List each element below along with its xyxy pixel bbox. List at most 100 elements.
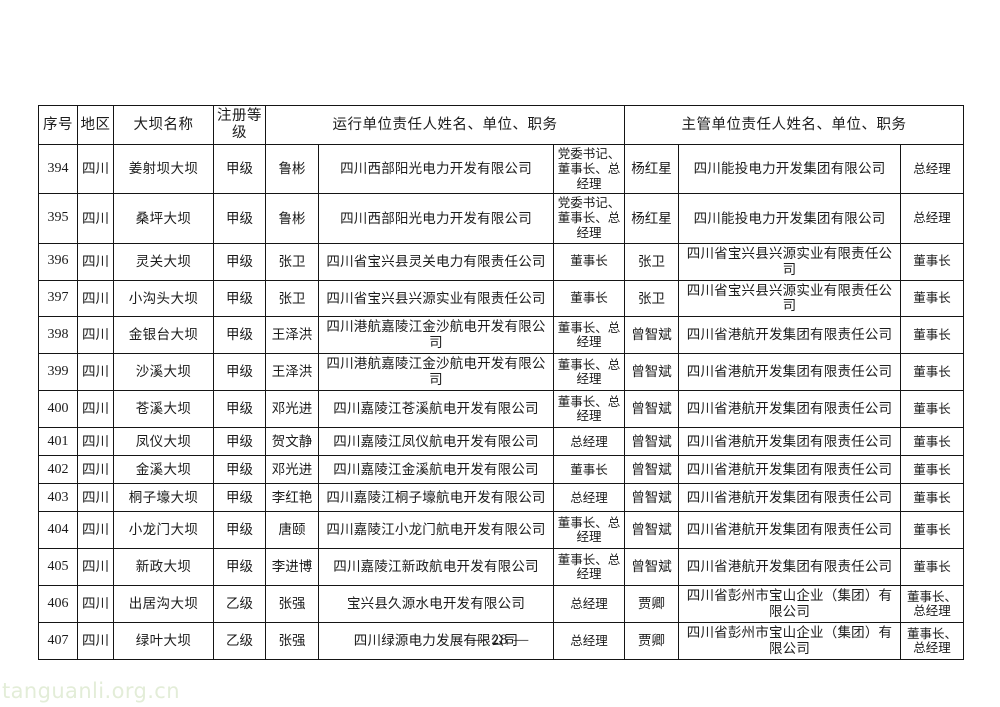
cell-register-level: 甲级: [213, 242, 266, 281]
cell-dam-name: 金银台大坝: [113, 316, 214, 355]
table-row: 396 四川 灵关大坝 甲级 张卫 四川省宝兴县灵关电力有限责任公司 董事长 张卫 四川省宝兴县…: [38, 242, 964, 281]
cell-seq: 398: [38, 316, 78, 355]
table-row: 404 四川 小龙门大坝 甲级 唐颐 四川嘉陵江小龙门航电开发有限公司 董事长、总经理 曾智斌…: [38, 511, 964, 550]
cell-dam-name: 凤仪大坝: [113, 427, 214, 457]
cell-register-level: 甲级: [213, 427, 266, 457]
cell-sp-name: 贾卿: [624, 585, 679, 624]
cell-seq: 402: [38, 455, 78, 485]
cell-sp-unit: 四川省港航开发集团有限责任公司: [678, 427, 901, 457]
cell-dam-name: 金溪大坝: [113, 455, 214, 485]
cell-sp-unit: 四川省港航开发集团有限责任公司: [678, 511, 901, 550]
cell-op-unit: 四川西部阳光电力开发有限公司: [318, 144, 554, 195]
cell-op-name: 邓光进: [265, 455, 319, 485]
cell-sp-unit: 四川省港航开发集团有限责任公司: [678, 455, 901, 485]
cell-op-title: 董事长: [553, 279, 625, 318]
cell-op-unit: 四川嘉陵江小龙门航电开发有限公司: [318, 511, 554, 550]
cell-sp-unit: 四川省宝兴县兴源实业有限责任公司: [678, 242, 901, 281]
cell-seq: 401: [38, 427, 78, 457]
table-row: 399 四川 沙溪大坝 甲级 王泽洪 四川港航嘉陵江金沙航电开发有限公司 董事长、总经理 曾智…: [38, 353, 964, 392]
cell-sp-title: 董事长: [900, 548, 964, 587]
cell-register-level: 甲级: [213, 353, 266, 392]
page-number: — 28 —: [470, 632, 530, 648]
cell-sp-title: 总经理: [900, 193, 964, 244]
table-row: 398 四川 金银台大坝 甲级 王泽洪 四川港航嘉陵江金沙航电开发有限公司 董事长、总经理曾…: [38, 316, 964, 355]
cell-sp-unit: 四川省宝兴县兴源实业有限责任公司: [678, 279, 901, 318]
cell-sp-title: 董事长: [900, 316, 964, 355]
column-header-supervising-unit-group: 主管单位责任人姓名、单位、职务: [624, 104, 964, 146]
cell-op-title: 总经理: [553, 483, 625, 513]
cell-dam-name: 姜射坝大坝: [113, 144, 214, 195]
cell-region: 四川: [77, 483, 114, 513]
table-row: 403 四川 桐子壕大坝 甲级 李红艳 四川嘉陵江桐子壕航电开发有限公司 总经理 曾智斌 四川省…: [38, 483, 964, 513]
cell-dam-name: 出居沟大坝: [113, 585, 214, 624]
cell-seq: 406: [38, 585, 78, 624]
cell-sp-unit: 四川省港航开发集团有限责任公司: [678, 316, 901, 355]
cell-sp-unit: 四川省港航开发集团有限责任公司: [678, 548, 901, 587]
cell-op-name: 鲁彬: [265, 144, 319, 195]
cell-op-unit: 四川嘉陵江桐子壕航电开发有限公司: [318, 483, 554, 513]
table-row: 400 四川 苍溪大坝 甲级 邓光进 四川嘉陵江苍溪航电开发有限公司 董事长、总经理 曾智斌四…: [38, 390, 964, 429]
cell-sp-title: 董事长、总经理: [900, 585, 964, 624]
table-row: 397 四川 小沟头大坝 甲级 张卫 四川省宝兴县兴源实业有限责任公司 董事长 张卫 四川省宝兴…: [38, 279, 964, 318]
column-header-dam-name: 大坝名称: [113, 104, 214, 146]
cell-sp-unit: 四川省港航开发集团有限责任公司: [678, 390, 901, 429]
cell-op-unit: 四川嘉陵江金溪航电开发有限公司: [318, 455, 554, 485]
column-header-register-level: 注册等级: [213, 104, 266, 146]
cell-op-title: 总经理: [553, 622, 625, 661]
cell-op-unit: 宝兴县久源水电开发有限公司: [318, 585, 554, 624]
table-header-row: 序号 地区 大坝名称 注册等级 运行单位责任人姓名、单位、职务 主管单位责任人姓…: [38, 104, 964, 146]
cell-seq: 400: [38, 390, 78, 429]
cell-sp-title: 总经理: [900, 144, 964, 195]
cell-seq: 399: [38, 353, 78, 392]
column-header-seq: 序号: [38, 104, 78, 146]
cell-dam-name: 小龙门大坝: [113, 511, 214, 550]
cell-register-level: 甲级: [213, 144, 266, 195]
cell-register-level: 甲级: [213, 390, 266, 429]
cell-sp-title: 董事长: [900, 390, 964, 429]
cell-region: 四川: [77, 390, 114, 429]
cell-sp-name: 曾智斌: [624, 353, 679, 392]
cell-op-title: 总经理: [553, 427, 625, 457]
cell-op-name: 张卫: [265, 279, 319, 318]
cell-register-level: 乙级: [213, 585, 266, 624]
cell-op-title: 董事长、总经理: [553, 390, 625, 429]
cell-register-level: 乙级: [213, 622, 266, 661]
cell-op-unit: 四川港航嘉陵江金沙航电开发有限公司: [318, 353, 554, 392]
cell-sp-title: 董事长: [900, 242, 964, 281]
cell-op-title: 董事长、总经理: [553, 511, 625, 550]
cell-sp-name: 曾智斌: [624, 316, 679, 355]
cell-region: 四川: [77, 193, 114, 244]
cell-sp-title: 董事长: [900, 279, 964, 318]
cell-op-name: 贺文静: [265, 427, 319, 457]
table-header: 序号 地区 大坝名称 注册等级 运行单位责任人姓名、单位、职务 主管单位责任人姓…: [38, 104, 964, 146]
cell-sp-name: 杨红星: [624, 193, 679, 244]
cell-seq: 407: [38, 622, 78, 661]
cell-seq: 395: [38, 193, 78, 244]
cell-region: 四川: [77, 455, 114, 485]
cell-sp-name: 张卫: [624, 242, 679, 281]
cell-sp-unit: 四川省彭州市宝山企业（集团）有限公司: [678, 622, 901, 661]
cell-sp-name: 曾智斌: [624, 548, 679, 587]
cell-sp-title: 董事长: [900, 455, 964, 485]
cell-register-level: 甲级: [213, 193, 266, 244]
cell-register-level: 甲级: [213, 279, 266, 318]
cell-op-unit: 四川嘉陵江凤仪航电开发有限公司: [318, 427, 554, 457]
cell-register-level: 甲级: [213, 483, 266, 513]
column-header-region: 地区: [77, 104, 114, 146]
cell-seq: 405: [38, 548, 78, 587]
cell-op-title: 董事长: [553, 242, 625, 281]
cell-region: 四川: [77, 585, 114, 624]
cell-op-unit: 四川绿源电力发展有限公司: [318, 622, 554, 661]
cell-register-level: 甲级: [213, 316, 266, 355]
cell-region: 四川: [77, 511, 114, 550]
cell-sp-name: 杨红星: [624, 144, 679, 195]
cell-sp-name: 曾智斌: [624, 390, 679, 429]
site-watermark: tanguanli.org.cn: [2, 679, 180, 703]
cell-dam-name: 灵关大坝: [113, 242, 214, 281]
cell-seq: 404: [38, 511, 78, 550]
cell-region: 四川: [77, 144, 114, 195]
cell-op-unit: 四川港航嘉陵江金沙航电开发有限公司: [318, 316, 554, 355]
cell-region: 四川: [77, 242, 114, 281]
cell-sp-title: 董事长、总经理: [900, 622, 964, 661]
